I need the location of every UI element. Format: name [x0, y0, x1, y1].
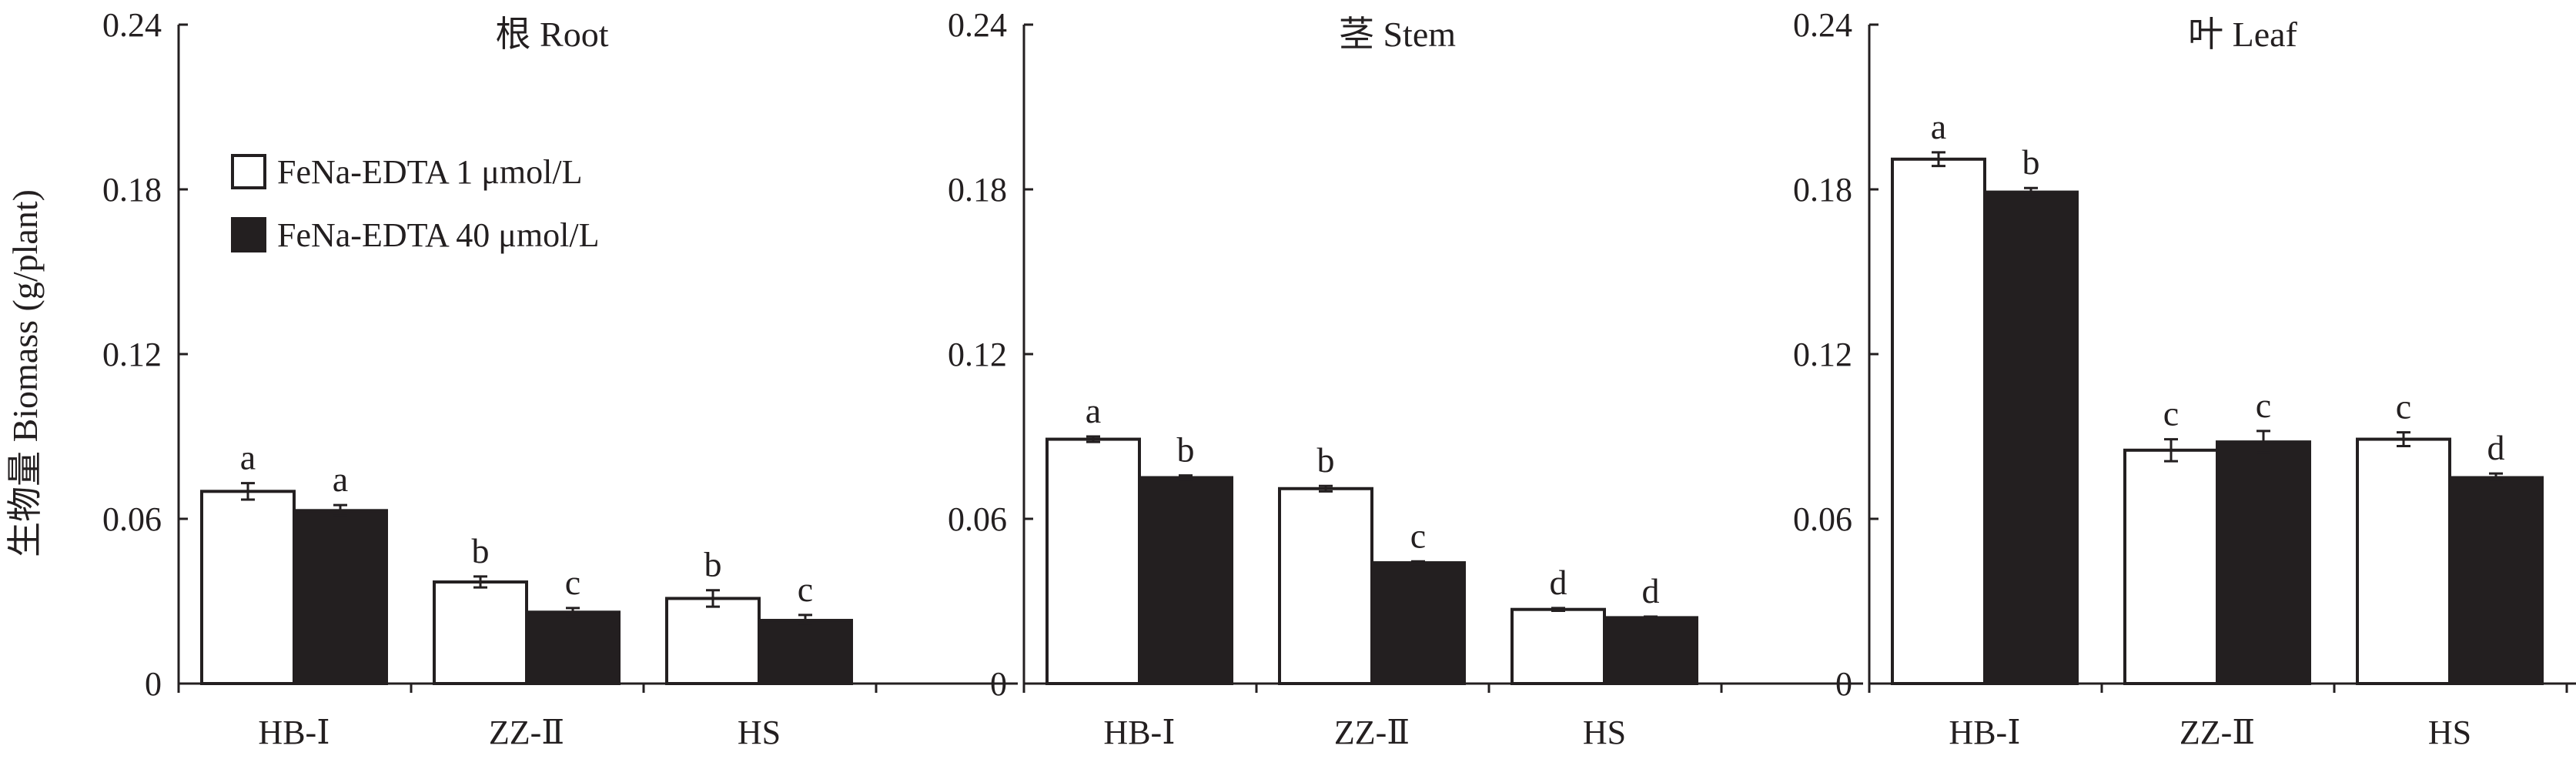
significance-letter: c [2396, 387, 2411, 426]
bar-high-fe [1138, 476, 1233, 685]
y-tick-label: 0 [145, 665, 162, 703]
legend: FeNa-EDTA 1 μmol/L FeNa-EDTA 40 μmol/L [231, 153, 599, 254]
chart-panel-2: 茎 Stem 0 0.06 0.12 0.18 0.24 HB-Ⅰ a b ZZ-Ⅱ b c HS d d [948, 6, 1863, 751]
significance-letter: a [333, 460, 348, 499]
bar-high-fe [1603, 616, 1698, 686]
x-tick-label: HS [1583, 714, 1626, 751]
significance-letter: b [2022, 142, 2040, 182]
bar-low-fe [200, 490, 296, 685]
y-tick-label: 0.18 [1793, 171, 1852, 209]
x-tick-label: ZZ-Ⅱ [1334, 714, 1410, 751]
bar-high-fe [1370, 561, 1466, 685]
x-tick-label: ZZ-Ⅱ [2180, 714, 2255, 751]
chart-title: 根 Root [496, 15, 609, 54]
significance-letter: d [1550, 563, 1567, 602]
legend-swatch [231, 217, 266, 252]
chart-title: 茎 Stem [1339, 15, 1456, 54]
x-tick-label: ZZ-Ⅱ [489, 714, 564, 751]
significance-letter: b [1177, 430, 1195, 470]
x-tick-label: HB-Ⅰ [1949, 714, 2020, 751]
significance-letter: d [2487, 428, 2505, 467]
legend-label: FeNa-EDTA 1 μmol/L [277, 153, 582, 191]
chart-panels: 根 Root00.060.120.180.24HB-ⅠaaZZ-ⅡbcHSbc茎… [102, 6, 2576, 751]
y-axis-label: 生物量 Biomass (g/plant) [5, 189, 45, 557]
chart-panel-1: 根 Root 0 0.06 0.12 0.18 0.24 HB-Ⅰ a a ZZ-Ⅱ b c HS b c [102, 6, 1018, 751]
bar-high-fe [293, 509, 388, 685]
y-tick-label: 0.24 [948, 6, 1007, 44]
y-tick-label: 0 [990, 665, 1007, 703]
significance-letter: c [1410, 516, 1426, 555]
bar-low-fe [665, 597, 761, 686]
significance-letter: c [565, 563, 580, 602]
bar-low-fe [1278, 486, 1373, 685]
y-tick-label: 0.06 [1793, 500, 1852, 538]
bar-low-fe [1891, 157, 1986, 685]
legend-swatch [231, 154, 266, 189]
legend-label: FeNa-EDTA 40 μmol/L [277, 216, 599, 254]
significance-letter: a [1086, 391, 1101, 430]
significance-letter: a [1931, 107, 1946, 146]
bar-low-fe [433, 580, 528, 685]
bar-high-fe [1983, 190, 2079, 686]
y-tick-label: 0.12 [102, 336, 162, 373]
bar-high-fe [758, 618, 853, 686]
x-tick-label: HB-Ⅰ [1103, 714, 1175, 751]
y-tick-label: 0.12 [948, 336, 1007, 373]
y-tick-label: 0 [1835, 665, 1852, 703]
significance-letter: a [240, 438, 256, 477]
significance-letter: b [704, 545, 722, 584]
bar-low-fe [2356, 437, 2451, 685]
bar-low-fe [1045, 437, 1141, 685]
significance-letter: b [472, 531, 490, 570]
chart-panel-3: 叶 Leaf 0 0.06 0.12 0.18 0.24 HB-Ⅰ a b ZZ-Ⅱ c c HS c d [1793, 6, 2576, 751]
bar-low-fe [1510, 607, 1606, 686]
y-tick-label: 0.06 [948, 500, 1007, 538]
y-tick-label: 0.18 [102, 171, 162, 209]
bar-high-fe [525, 610, 621, 685]
y-tick-label: 0.06 [102, 500, 162, 538]
y-tick-label: 0.24 [1793, 6, 1852, 44]
bar-high-fe [2448, 476, 2544, 685]
significance-letter: c [2163, 394, 2179, 433]
x-tick-label: HB-Ⅰ [258, 714, 330, 751]
chart-title: 叶 Leaf [2188, 15, 2297, 54]
significance-letter: c [2256, 386, 2271, 425]
x-tick-label: HS [2428, 714, 2471, 751]
bar-high-fe [2216, 440, 2311, 686]
significance-letter: c [798, 570, 813, 609]
significance-letter: b [1317, 440, 1335, 480]
y-tick-label: 0.12 [1793, 336, 1852, 373]
bar-low-fe [2123, 448, 2219, 685]
y-tick-label: 0.18 [948, 171, 1007, 209]
x-tick-label: HS [738, 714, 781, 751]
y-tick-label: 0.24 [102, 6, 162, 44]
significance-letter: d [1642, 571, 1660, 610]
